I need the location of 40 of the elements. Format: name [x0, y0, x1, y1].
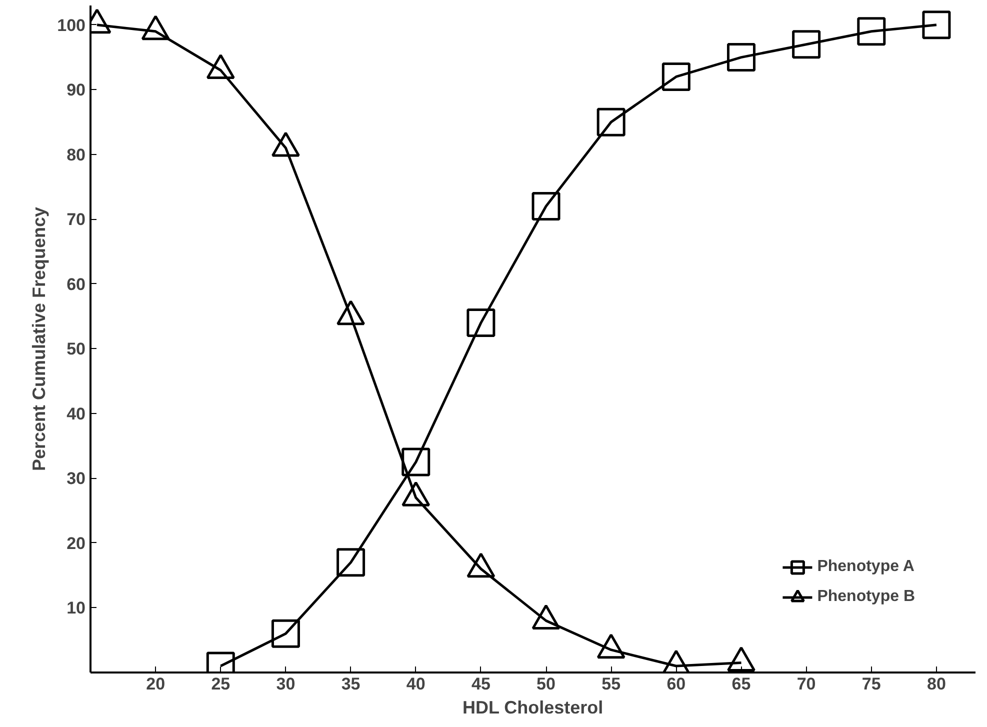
legend-label: Phenotype B — [817, 588, 915, 606]
point — [532, 604, 560, 630]
x-tick-label: 80 — [927, 674, 946, 694]
y-tick-label: 50 — [66, 340, 86, 359]
point — [726, 43, 756, 72]
point — [402, 481, 430, 506]
x-axis-title: HDL Cholesterol — [462, 698, 604, 718]
x-tick-label: 40 — [406, 674, 426, 694]
point — [792, 30, 821, 59]
y-tick-label: 40 — [66, 404, 86, 424]
x-tick-label: 50 — [536, 674, 556, 694]
point — [596, 108, 626, 136]
x-tick-label: 65 — [732, 674, 751, 694]
y-tick-label: 30 — [66, 469, 86, 488]
x-tick-label: 55 — [602, 674, 621, 694]
point — [662, 650, 690, 672]
point — [532, 192, 560, 220]
legend-label: Phenotype A — [817, 558, 914, 576]
x-tick-label: 60 — [666, 674, 686, 694]
x-tick-label: 75 — [862, 674, 881, 694]
y-axis-title: Percent Cumulative Frequency — [29, 206, 50, 472]
y-tick-label: 100 — [57, 16, 86, 35]
y-tick-label: 90 — [66, 80, 86, 100]
x-tick-label: 70 — [796, 674, 816, 694]
x-tick-label: 20 — [146, 674, 166, 694]
x-tick-label: 30 — [276, 674, 296, 694]
point — [857, 17, 886, 46]
x-tick-label: 35 — [341, 674, 360, 694]
y-tick-label: 60 — [66, 274, 86, 294]
point — [596, 634, 626, 659]
point — [922, 10, 951, 40]
y-tick-label: 80 — [66, 145, 86, 164]
y-tick-label: 70 — [66, 210, 86, 230]
x-tick-label: 45 — [471, 674, 490, 694]
x-tick-label: 25 — [211, 674, 230, 694]
point — [466, 552, 496, 578]
y-tick-label: 10 — [66, 598, 86, 618]
y-tick-label: 20 — [66, 534, 86, 553]
point — [662, 62, 690, 91]
point — [726, 646, 756, 672]
